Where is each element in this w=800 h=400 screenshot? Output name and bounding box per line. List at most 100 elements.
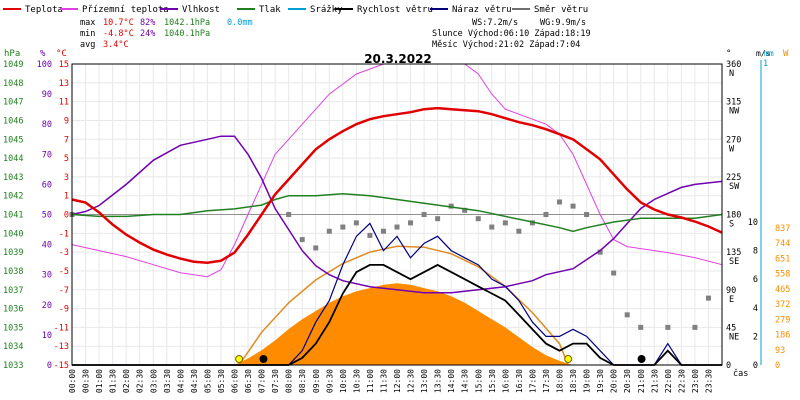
c-tick: 9 [64, 116, 69, 126]
w-tick: 837 [775, 224, 790, 234]
dir-label: SW [729, 182, 740, 192]
x-tick: 20:00 [610, 369, 619, 393]
stat-max-rain: 0.0mm [227, 18, 253, 28]
hpa-tick: 1034 [3, 342, 23, 352]
pct-tick: 30 [42, 271, 52, 281]
x-tick: 12:00 [393, 369, 402, 393]
sun-moon-markers [235, 355, 646, 363]
c-tick: 11 [59, 98, 69, 108]
c-tick: -1 [59, 229, 69, 239]
dir-tick: 225 [726, 173, 741, 183]
humidity-line [71, 135, 723, 294]
wind-dir-point [313, 245, 319, 251]
ms-tick: 10 [748, 218, 758, 228]
wind-dir-point [597, 249, 603, 255]
stat-avg-label: avg [80, 40, 95, 50]
c-tick: -3 [59, 248, 69, 258]
w-tick: 93 [775, 346, 785, 356]
x-tick: 21:00 [637, 369, 646, 393]
dir-label: N [729, 69, 734, 79]
pct-tick: 80 [42, 120, 52, 130]
dir-tick: 180 [726, 211, 741, 221]
x-tick: 15:30 [488, 369, 497, 393]
hpa-tick: 1046 [3, 116, 23, 126]
pct-tick: 60 [42, 180, 52, 190]
hpa-tick: 1047 [3, 98, 23, 108]
legend: Teplota Přízemní teplota Vlhkost Tlak Srážky… [3, 5, 588, 15]
x-tick: 08:00 [285, 369, 294, 393]
hpa-tick: 1048 [3, 79, 23, 89]
wind-dir-point [475, 216, 481, 222]
moonrise-marker [637, 355, 646, 363]
legend-label: Rychlost větru [357, 5, 433, 15]
ms-tick: 4 [753, 304, 758, 314]
hpa-tick: 1042 [3, 192, 23, 202]
x-tick: 18:30 [569, 369, 578, 393]
x-tick: 23:00 [691, 369, 700, 393]
x-tick: 04:30 [190, 369, 199, 393]
c-tick: -7 [59, 286, 69, 296]
legend-label: Přízemní teplota [82, 5, 169, 15]
w-unit: W [783, 49, 789, 59]
wind-dir-point [584, 212, 590, 217]
c-tick: 13 [59, 79, 69, 89]
hpa-tick: 1041 [3, 211, 23, 221]
x-tick: 19:00 [583, 369, 592, 393]
stat-max-press: 1042.1hPa [164, 18, 210, 28]
hpa-tick: 1038 [3, 267, 23, 277]
series-lines [69, 63, 723, 366]
dir-label: W [729, 144, 735, 154]
wind-dir-point [394, 224, 400, 230]
hpa-tick: 1045 [3, 135, 23, 145]
x-tick: 07:30 [271, 369, 280, 393]
stat-max-hum: 82% [140, 18, 155, 28]
stat-max-temp: 10.7°C [103, 18, 134, 28]
w-tick: 465 [775, 285, 790, 295]
x-tick: 01:00 [95, 369, 104, 393]
stat-moon: Měsíc Východ:21:02 Západ:7:04 [432, 40, 580, 50]
pct-tick: 40 [42, 241, 52, 251]
hpa-tick: 1036 [3, 305, 23, 315]
hpa-tick: 1033 [3, 361, 23, 371]
hpa-tick: 1039 [3, 248, 23, 258]
ms-tick: 2 [753, 332, 758, 342]
dir-tick: 45 [726, 323, 736, 333]
plot-frame [71, 63, 723, 366]
wind-dir-point [448, 203, 454, 209]
pct-tick: 0 [47, 361, 52, 371]
wind-dir-point [408, 220, 414, 226]
wind-dir-point [326, 228, 332, 234]
w-tick: 372 [775, 300, 790, 310]
legend-label: Teplota [25, 5, 63, 15]
wind-dir-point [692, 324, 698, 330]
x-tick: 01:30 [109, 369, 118, 393]
stat-ws: WS:7.2m/s [472, 18, 518, 28]
mm-tick: 1 [763, 59, 768, 69]
wind-dir-point [421, 212, 427, 217]
wind-dir-point [665, 324, 671, 330]
stat-sun: Slunce Východ:06:10 Západ:18:19 [432, 29, 591, 39]
x-tick: 14:30 [461, 369, 470, 393]
pct-tick: 70 [42, 150, 52, 160]
c-tick: 0 [64, 211, 69, 221]
dir-tick: 315 [726, 98, 741, 108]
x-tick: 14:00 [447, 369, 456, 393]
x-tick: 06:00 [231, 369, 240, 393]
wind-dir-point [638, 324, 644, 330]
legend-label: Srážky [310, 5, 343, 15]
solar-radiation-area [72, 245, 722, 366]
dir-label: SE [729, 257, 739, 267]
c-tick: 5 [64, 154, 69, 164]
c-tick: -13 [54, 342, 69, 352]
wind-dir-point [462, 207, 468, 213]
x-tick: 11:00 [366, 369, 375, 393]
pressure-line [71, 193, 723, 233]
x-tick: 17:00 [528, 369, 537, 393]
x-tick: 22:00 [664, 369, 673, 393]
x-tick: 19:30 [596, 369, 605, 393]
ms-tick: 6 [753, 275, 758, 285]
w-tick: 651 [775, 254, 790, 264]
x-tick: 15:00 [474, 369, 483, 393]
x-tick: 04:00 [176, 369, 185, 393]
x-tick: 00:30 [82, 369, 91, 393]
